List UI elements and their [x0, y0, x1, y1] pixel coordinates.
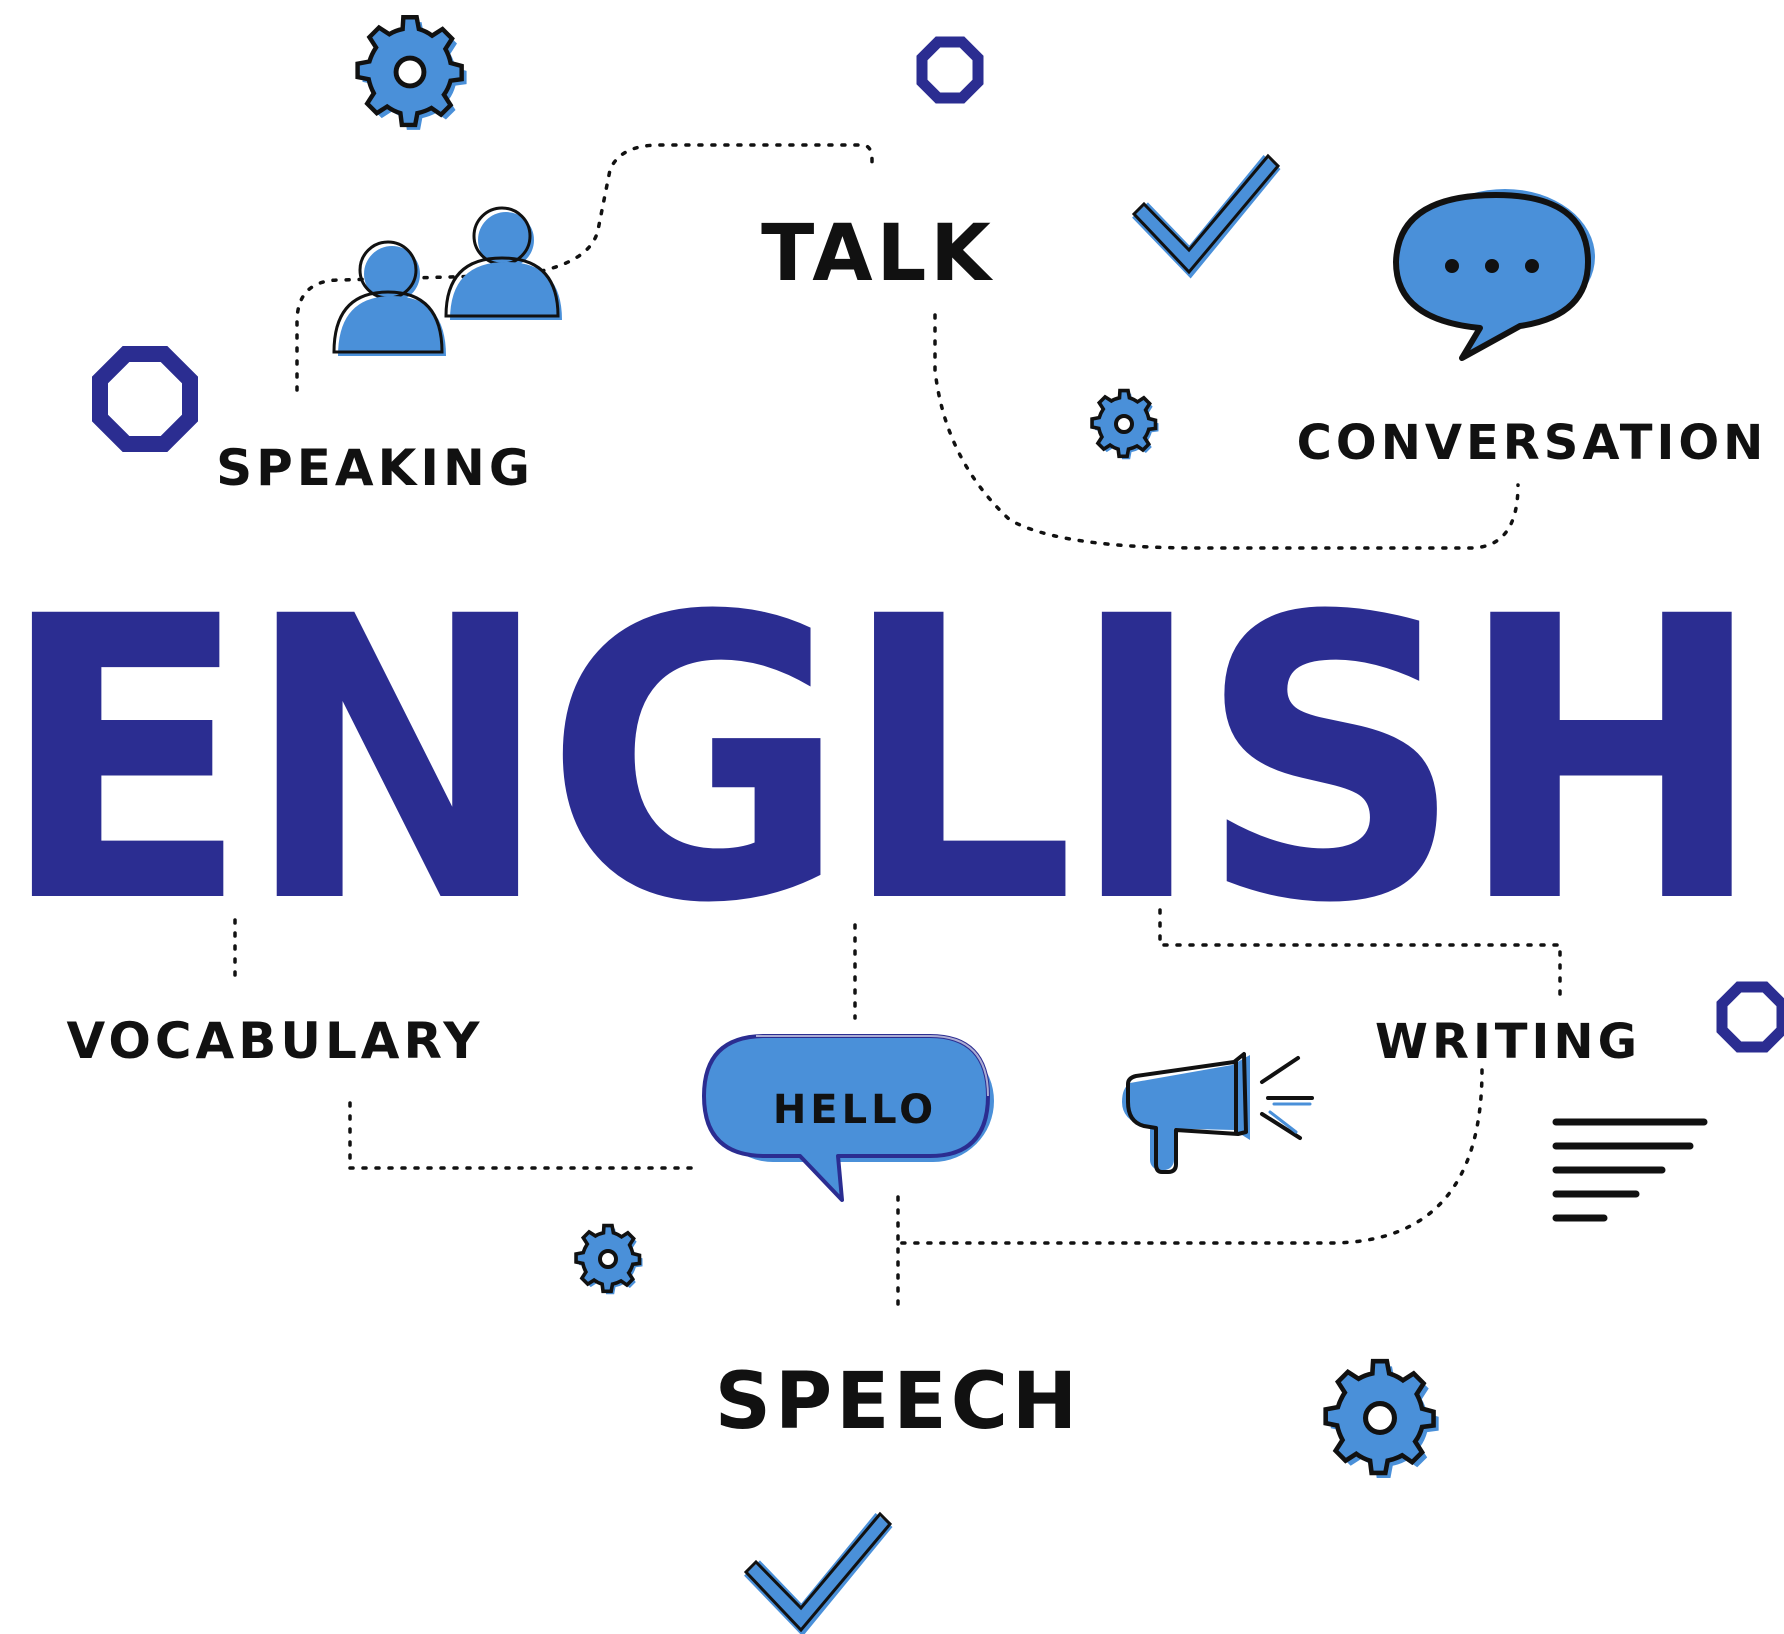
checkmark-icon [743, 1511, 893, 1634]
label-writing: WRITING [1375, 1014, 1641, 1070]
label-vocabulary: VOCABULARY [67, 1012, 484, 1070]
gear-icon [1090, 388, 1159, 460]
hello-bubble: HELLO [702, 1034, 994, 1202]
label-speech: SPEECH [715, 1357, 1081, 1447]
connector-lines [233, 143, 1562, 1307]
chat-bubble-icon [1393, 189, 1595, 361]
gear-icon [574, 1223, 643, 1295]
text-lines-icon [1552, 1118, 1708, 1222]
main-title: ENGLISH [0, 534, 1758, 988]
gear-icon [358, 17, 467, 130]
people-icon [332, 206, 562, 356]
connector-english-writing [1158, 908, 1562, 997]
megaphone-icon [1122, 1052, 1314, 1174]
octagon-icon [92, 346, 198, 452]
connector-writing-speech [896, 1068, 1484, 1245]
label-conversation: CONVERSATION [1297, 415, 1768, 471]
checkmark-icon [1131, 153, 1281, 279]
connector-vocabulary-hello [348, 1101, 697, 1170]
label-speaking: SPEAKING [216, 439, 534, 497]
octagon-icon [916, 36, 984, 104]
hello-text: HELLO [773, 1087, 937, 1133]
octagon-icon [1716, 981, 1784, 1053]
label-talk: TALK [761, 209, 995, 299]
gear-icon [1326, 1361, 1439, 1479]
